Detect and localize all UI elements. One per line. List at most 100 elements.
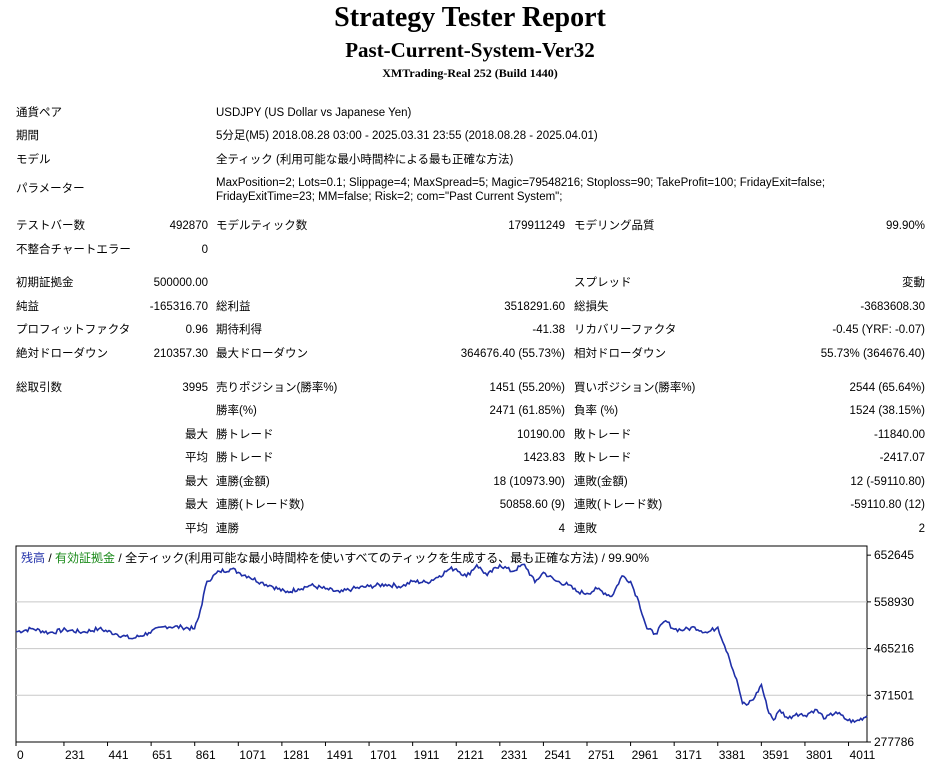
params-label: パラメーター	[16, 183, 85, 195]
y-tick-label: 652645	[874, 548, 914, 562]
y-tick-label: 371501	[874, 688, 914, 702]
x-tick-label: 1911	[414, 748, 440, 762]
avg-consec-wins-label: 連勝	[216, 523, 239, 535]
x-tick-label: 861	[196, 748, 216, 762]
x-tick-label: 2121	[457, 748, 484, 762]
net-profit-label: 純益	[16, 301, 39, 313]
avg-consec-word: 平均	[185, 523, 208, 535]
x-tick-label: 3381	[719, 748, 746, 762]
largest-loss-value: -11840.00	[874, 429, 925, 441]
x-tick-label: 441	[109, 748, 129, 762]
total-trades-value: 3995	[182, 382, 208, 394]
model-label: モデル	[16, 154, 51, 166]
spread-label: スプレッド	[574, 277, 632, 289]
avg-consec-losses-value: 2	[918, 523, 925, 535]
max-consec-loss-amount-label: 連敗(トレード数)	[574, 499, 663, 511]
long-positions-value: 2544 (65.64%)	[849, 382, 925, 394]
avg-win-label: 勝トレード	[216, 452, 274, 464]
x-tick-label: 1491	[326, 748, 353, 762]
spread-value: 変動	[902, 277, 925, 289]
gross-profit-value: 3518291.60	[504, 301, 565, 313]
max-consec-wins-label: 連勝(金額)	[216, 476, 270, 488]
quality-label: モデリング品質	[574, 220, 655, 232]
chart-legend: 残高 / 有効証拠金 / 全ティック(利用可能な最小時間枠を使いすべてのティック…	[21, 550, 649, 565]
largest-word: 最大	[185, 429, 208, 441]
net-profit-value: -165316.70	[149, 301, 208, 313]
profit-factor-label: プロフィットファクタ	[16, 324, 131, 336]
max-drawdown-label: 最大ドローダウン	[216, 348, 308, 360]
bars-value: 492870	[169, 220, 208, 232]
max-consec-losses-value: 12 (-59110.80)	[850, 476, 925, 488]
gross-profit-label: 総利益	[216, 301, 251, 313]
max-consec-word-2: 最大	[185, 499, 208, 511]
symbol-value: USDJPY (US Dollar vs Japanese Yen)	[216, 107, 412, 119]
max-consec-profit-value: 50858.60 (9)	[499, 499, 565, 511]
max-consec-word: 最大	[185, 476, 208, 488]
win-rate-value: 2471 (61.85%)	[489, 405, 565, 417]
y-tick-label: 465216	[874, 642, 914, 656]
max-consec-wins-value: 18 (10973.90)	[493, 476, 565, 488]
x-tick-label: 3591	[762, 748, 789, 762]
x-tick-label: 1281	[283, 748, 310, 762]
x-tick-label: 231	[65, 748, 85, 762]
avg-win-value: 1423.83	[523, 452, 565, 464]
loss-rate-value: 1524 (38.15%)	[849, 405, 925, 417]
x-tick-label: 2961	[632, 748, 659, 762]
ticks-label: モデルティック数	[216, 220, 308, 232]
abs-drawdown-value: 210357.30	[153, 348, 208, 360]
y-tick-label: 558930	[874, 595, 914, 609]
y-tick-label: 277786	[874, 735, 914, 749]
x-tick-label: 651	[152, 748, 172, 762]
largest-loss-label: 敗トレード	[574, 429, 632, 441]
loss-rate-label: 負率 (%)	[574, 405, 619, 417]
recovery-factor-label: リカバリーファクタ	[574, 324, 677, 336]
rel-drawdown-value: 55.73% (364676.40)	[820, 348, 925, 360]
period-value: 5分足(M5) 2018.08.28 03:00 - 2025.03.31 23…	[216, 130, 598, 142]
max-consec-losses-label: 連敗(金額)	[574, 476, 628, 488]
max-consec-loss-amount-value: -59110.80 (12)	[850, 499, 925, 511]
params-value: MaxPosition=2; Lots=0.1; Slippage=4; Max…	[216, 177, 826, 203]
quality-value: 99.90%	[885, 220, 925, 232]
long-positions-label: 買いポジション(勝率%)	[574, 382, 696, 394]
legend-sep-2: /	[115, 551, 125, 565]
server-build: XMTrading-Real 252 (Build 1440)	[382, 66, 558, 80]
win-rate-label: 勝率(%)	[216, 405, 257, 417]
profit-factor-value: 0.96	[185, 324, 208, 336]
short-positions-label: 売りポジション(勝率%)	[216, 382, 338, 394]
mismatch-value: 0	[201, 244, 208, 256]
legend-sep-1: /	[45, 551, 55, 565]
legend-balance: 残高	[21, 550, 45, 565]
rel-drawdown-label: 相対ドローダウン	[574, 348, 666, 360]
deposit-label: 初期証拠金	[16, 277, 74, 289]
x-tick-label: 1701	[370, 748, 397, 762]
largest-win-value: 10190.00	[517, 429, 565, 441]
model-value: 全ティック (利用可能な最小時間枠による最も正確な方法)	[216, 154, 514, 166]
chart-frame	[15, 545, 868, 743]
average-word: 平均	[185, 452, 208, 464]
legend-model: 全ティック(利用可能な最小時間枠を使いすべてのティックを生成する、最も正確な方法…	[125, 550, 649, 565]
recovery-factor-value: -0.45 (YRF: -0.07)	[832, 324, 925, 336]
x-tick-label: 2751	[588, 748, 615, 762]
x-tick-label: 0	[17, 748, 24, 762]
expected-payoff-value: -41.38	[532, 324, 565, 336]
balance-chart: 残高 / 有効証拠金 / 全ティック(利用可能な最小時間枠を使いすべてのティック…	[15, 545, 914, 762]
report-title: Strategy Tester Report	[334, 2, 606, 33]
largest-win-label: 勝トレード	[216, 429, 274, 441]
max-drawdown-value: 364676.40 (55.73%)	[460, 348, 565, 360]
deposit-value: 500000.00	[153, 277, 208, 289]
expected-payoff-label: 期待利得	[216, 324, 262, 336]
avg-loss-label: 敗トレード	[574, 452, 632, 464]
period-label: 期間	[16, 130, 39, 142]
avg-consec-wins-value: 4	[558, 523, 565, 535]
short-positions-value: 1451 (55.20%)	[489, 382, 565, 394]
total-trades-label: 総取引数	[16, 382, 62, 394]
x-tick-label: 1071	[239, 748, 266, 762]
balance-line	[15, 563, 868, 724]
gross-loss-value: -3683608.30	[860, 301, 925, 313]
report-subtitle: Past-Current-System-Ver32	[345, 38, 595, 62]
symbol-label: 通貨ペア	[16, 107, 62, 119]
legend-equity: 有効証拠金	[55, 550, 115, 565]
avg-loss-value: -2417.07	[879, 452, 925, 464]
x-tick-label: 4011	[850, 748, 876, 762]
x-tick-label: 2331	[501, 748, 528, 762]
